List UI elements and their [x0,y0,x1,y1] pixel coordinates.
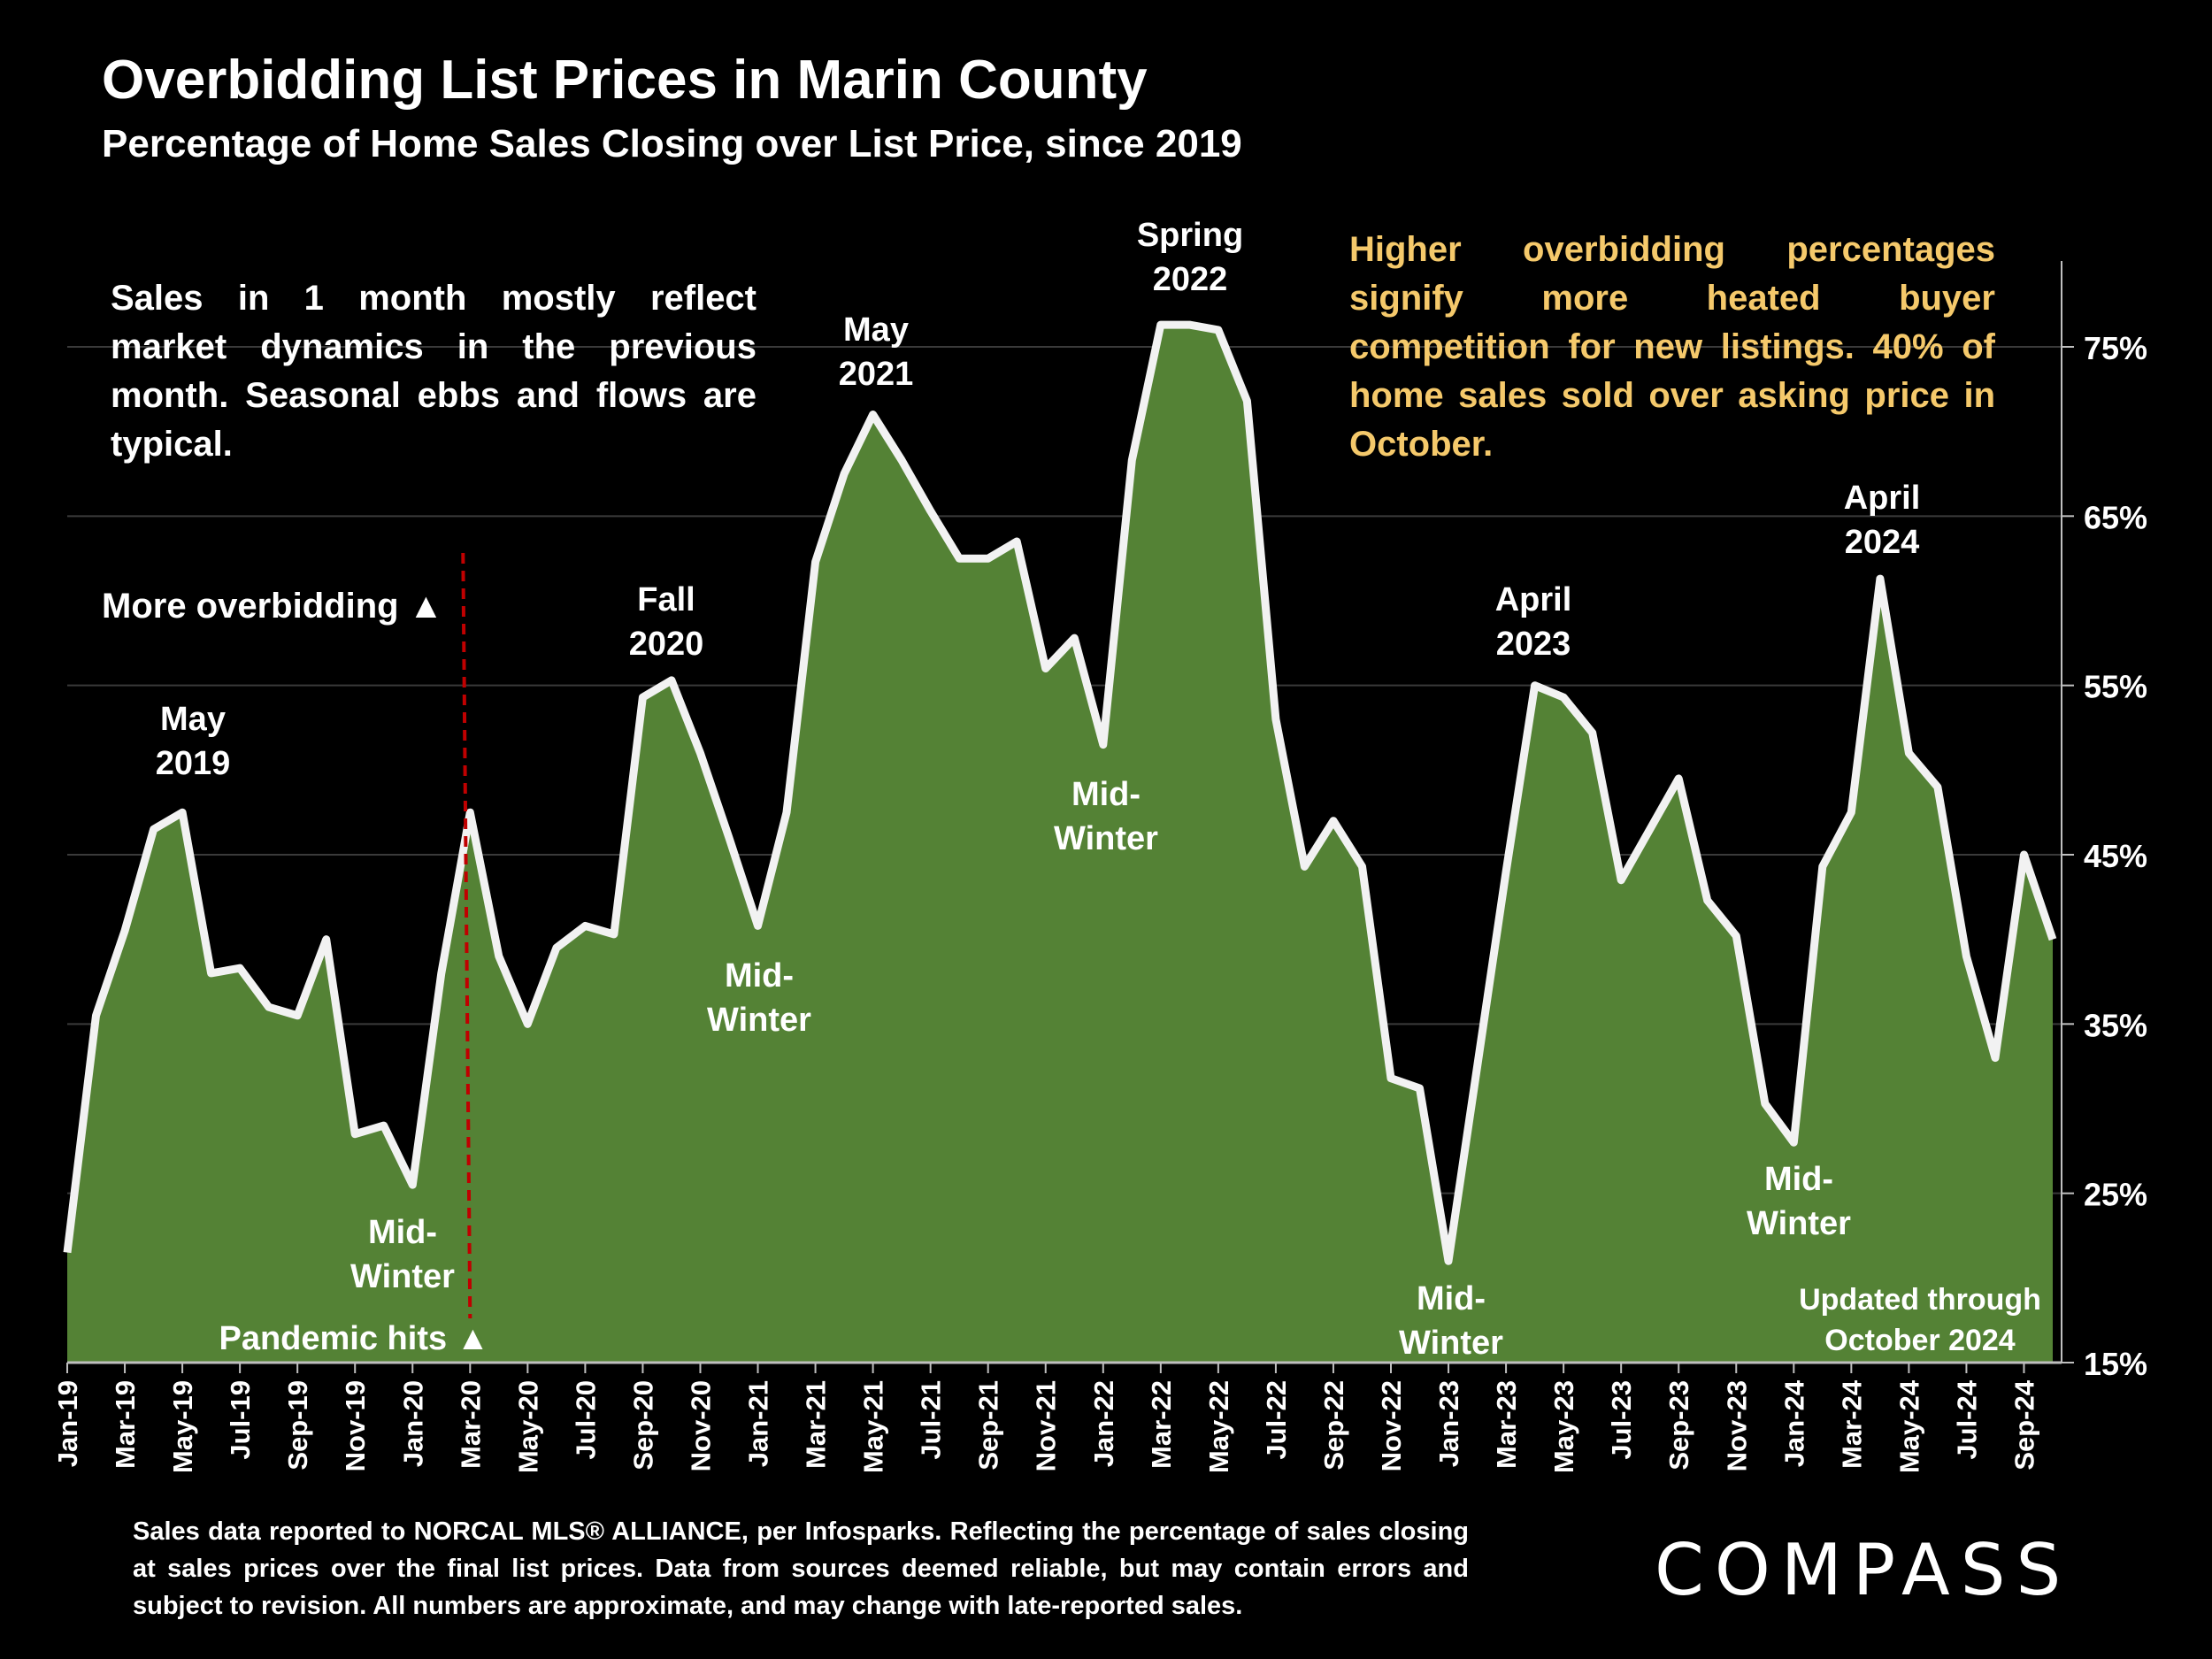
x-tick-label: Sep-22 [1318,1380,1349,1471]
x-tick-label: Sep-24 [2008,1379,2039,1470]
x-tick-label: May-24 [1893,1379,1924,1473]
x-tick-label: Jul-19 [225,1380,256,1460]
annotation-label: April [1495,581,1572,618]
pandemic-marker [461,552,472,1319]
market-dynamics-note: Sales in 1 month mostly reflect market d… [111,279,757,464]
annotation-label: Winter [1399,1325,1503,1362]
annotation-label: Winter [1054,820,1158,857]
x-tick-label: Jul-24 [1951,1379,1982,1459]
y-tick-label: 35% [2084,1007,2147,1043]
series-area [67,325,2053,1363]
annotation-label: 2021 [839,356,914,393]
x-tick-label: May-22 [1203,1380,1234,1473]
y-tick-label: 15% [2084,1346,2147,1382]
x-tick-label: Sep-19 [282,1380,313,1471]
x-tick-label: Mar-20 [455,1380,486,1469]
annotations: More overbidding ▲ Pandemic hits ▲ May 2019… [102,217,2041,1362]
x-tick-label: Jan-22 [1088,1380,1119,1467]
y-tick-label: 45% [2084,838,2147,874]
x-tick-label: Sep-21 [973,1380,1004,1471]
y-tick-label: 25% [2084,1177,2147,1213]
x-tick-label: Jul-21 [916,1380,947,1460]
x-tick-label: Jul-22 [1261,1380,1292,1460]
annotation-label: Fall [637,581,695,618]
annotation-label: Winter [350,1258,455,1295]
annotation-label: 2022 [1153,261,1228,298]
y-tick-label: 75% [2084,330,2147,366]
annotation-label: October 2024 [1824,1324,2016,1357]
y-tick-label: 55% [2084,669,2147,705]
chart-subtitle: Percentage of Home Sales Closing over Li… [102,122,1242,165]
annotation-label: April [1844,480,1921,517]
more-overbidding-label: More overbidding ▲ [102,587,443,626]
x-tick-label: May-19 [167,1380,198,1473]
x-tick-label: Jan-24 [1778,1379,1809,1467]
x-tick-label: Jan-21 [743,1380,774,1467]
annotation-label: Mid- [1071,776,1141,813]
x-tick-label: Nov-21 [1031,1380,1062,1471]
pandemic-dashed-line [461,552,472,1319]
overbidding-explanation-note: Higher overbidding percentages signify m… [1349,230,1995,464]
x-tick-label: Mar-22 [1146,1380,1177,1469]
pandemic-hits-label: Pandemic hits ▲ [219,1320,489,1357]
x-tick-label: May-23 [1548,1380,1579,1473]
series-line [63,320,2057,1265]
annotation-label: Mid- [1764,1161,1833,1198]
annotation-label: May [843,311,909,349]
x-tick-label: Nov-22 [1376,1380,1407,1471]
x-tick-label: Mar-21 [801,1380,832,1469]
chart-title: Overbidding List Prices in Marin County [102,50,1148,111]
annotation-label: Winter [707,1002,811,1039]
x-tick-label: Jul-20 [570,1380,601,1460]
annotation-label: Updated through [1799,1283,2041,1317]
y-tick-label: 65% [2084,499,2147,535]
x-tick-label: Nov-23 [1721,1380,1752,1471]
annotation-label: Mid- [725,957,794,995]
annotation-label: 2024 [1845,524,1920,561]
annotation-label: Winter [1747,1205,1851,1242]
annotation-label: Mid- [1417,1280,1486,1317]
x-tick-label: Mar-19 [110,1380,141,1469]
annotation-label: Spring [1137,217,1243,254]
annotation-label: Mid- [368,1214,437,1251]
x-tick-label: Nov-19 [340,1380,371,1471]
x-tick-label: Sep-20 [627,1380,658,1471]
x-tick-label: Mar-24 [1836,1379,1867,1469]
annotation-label: May [160,701,226,738]
axes: 15% 25% 35% 45% 55% 65% 75% Jan-19 Mar-19 May-19 J… [52,261,2147,1473]
annotation-label: 2020 [629,626,704,663]
x-tick-label: Mar-23 [1491,1380,1522,1469]
source-footnote: Sales data reported to NORCAL MLS® ALLIA… [133,1517,1469,1620]
x-tick-label: Jan-20 [397,1380,428,1467]
x-tick-label: Jul-23 [1606,1380,1637,1460]
x-tick-label: May-21 [858,1380,889,1473]
x-tick-label: Jan-19 [52,1380,83,1467]
annotation-label: 2023 [1496,626,1571,663]
annotation-label: 2019 [156,745,231,782]
compass-logo: COMPASS [1655,1529,2072,1611]
x-tick-label: Sep-23 [1663,1380,1694,1471]
x-tick-label: May-20 [512,1380,543,1473]
x-tick-label: Jan-23 [1433,1380,1464,1467]
x-tick-label: Nov-20 [685,1380,716,1471]
